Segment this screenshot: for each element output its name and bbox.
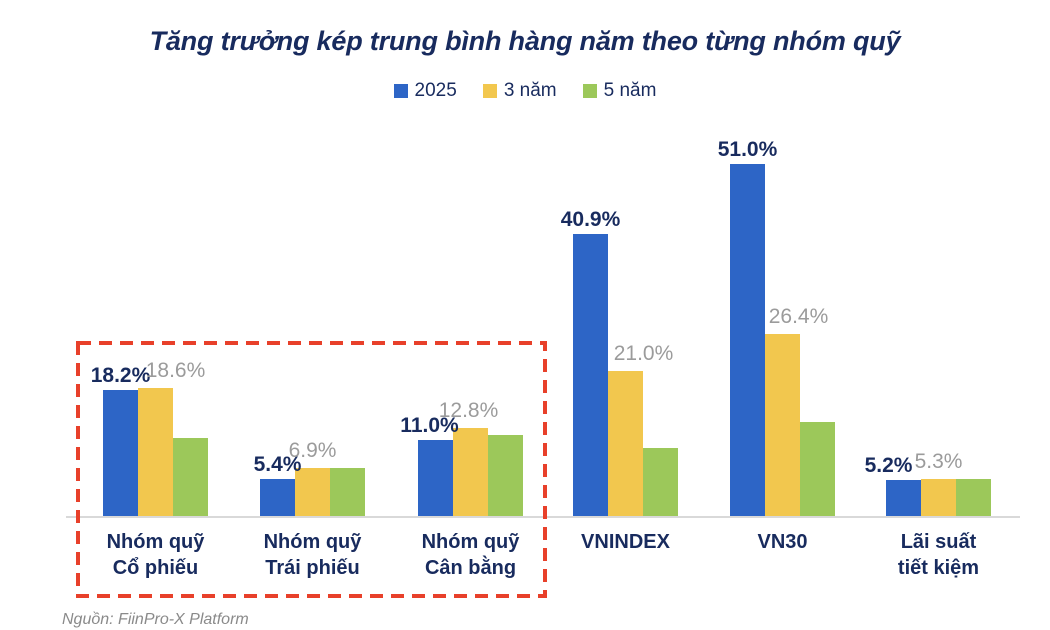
bar-2025-lai-suat bbox=[886, 480, 921, 516]
value-label-3nam-can-bang: 12.8% bbox=[438, 398, 499, 422]
bar-2025-co-phieu bbox=[103, 390, 138, 516]
bar-5nam-can-bang bbox=[488, 434, 523, 516]
value-label-2025-vn30: 51.0% bbox=[717, 138, 778, 162]
category-label-co-phieu: Nhóm quỹ Cổ phiếu bbox=[106, 531, 205, 579]
bar-3nam-lai-suat bbox=[921, 479, 956, 516]
legend-swatch-3nam bbox=[482, 84, 497, 98]
value-label-2025-lai-suat: 5.2% bbox=[864, 454, 913, 478]
bar-5nam-vnindex bbox=[643, 447, 678, 516]
source-note: Nguồn: FiinPro-X Platform bbox=[62, 611, 249, 628]
category-label-vnindex: VNINDEX bbox=[581, 531, 670, 553]
bar-2025-vnindex bbox=[573, 233, 608, 516]
bar-3nam-vn30 bbox=[765, 333, 800, 516]
value-label-3nam-vnindex: 21.0% bbox=[613, 342, 674, 366]
legend-item-5nam: 5 năm bbox=[582, 80, 657, 102]
legend-swatch-2025 bbox=[393, 84, 408, 98]
category-label-trai-phieu: Nhóm quỹ Trái phiếu bbox=[263, 531, 362, 579]
bar-3nam-vnindex bbox=[608, 371, 643, 516]
value-label-2025-vnindex: 40.9% bbox=[560, 207, 621, 231]
value-label-3nam-trai-phieu: 6.9% bbox=[288, 439, 337, 463]
value-label-3nam-co-phieu: 18.6% bbox=[145, 358, 206, 382]
bar-5nam-trai-phieu bbox=[330, 468, 365, 516]
category-label-lai-suat: Lãi suất tiết kiệm bbox=[897, 531, 980, 579]
chart-title: Tăng trưởng kép trung bình hàng năm theo… bbox=[149, 26, 901, 56]
bar-3nam-can-bang bbox=[453, 427, 488, 516]
legend: 2025 3 năm 5 năm bbox=[0, 80, 1050, 102]
bar-2025-vn30 bbox=[730, 164, 765, 516]
bar-5nam-co-phieu bbox=[173, 438, 208, 516]
legend-label-5nam: 5 năm bbox=[603, 80, 657, 101]
legend-item-2025: 2025 bbox=[393, 80, 457, 102]
bar-5nam-vn30 bbox=[800, 422, 835, 516]
bar-5nam-lai-suat bbox=[956, 479, 991, 516]
bar-3nam-co-phieu bbox=[138, 387, 173, 516]
value-label-3nam-vn30: 26.4% bbox=[768, 304, 829, 328]
category-label-can-bang: Nhóm quỹ Cân bằng bbox=[421, 531, 520, 579]
legend-item-3nam: 3 năm bbox=[482, 80, 557, 102]
category-label-vn30: VN30 bbox=[757, 531, 808, 553]
value-label-3nam-lai-suat: 5.3% bbox=[914, 450, 963, 474]
value-label-2025-co-phieu: 18.2% bbox=[90, 364, 151, 388]
x-axis-line bbox=[66, 516, 1020, 518]
legend-swatch-5nam bbox=[582, 84, 597, 98]
legend-label-2025: 2025 bbox=[414, 80, 457, 101]
bar-2025-can-bang bbox=[418, 440, 453, 516]
legend-label-3nam: 3 năm bbox=[503, 80, 557, 101]
bar-2025-trai-phieu bbox=[260, 478, 295, 516]
